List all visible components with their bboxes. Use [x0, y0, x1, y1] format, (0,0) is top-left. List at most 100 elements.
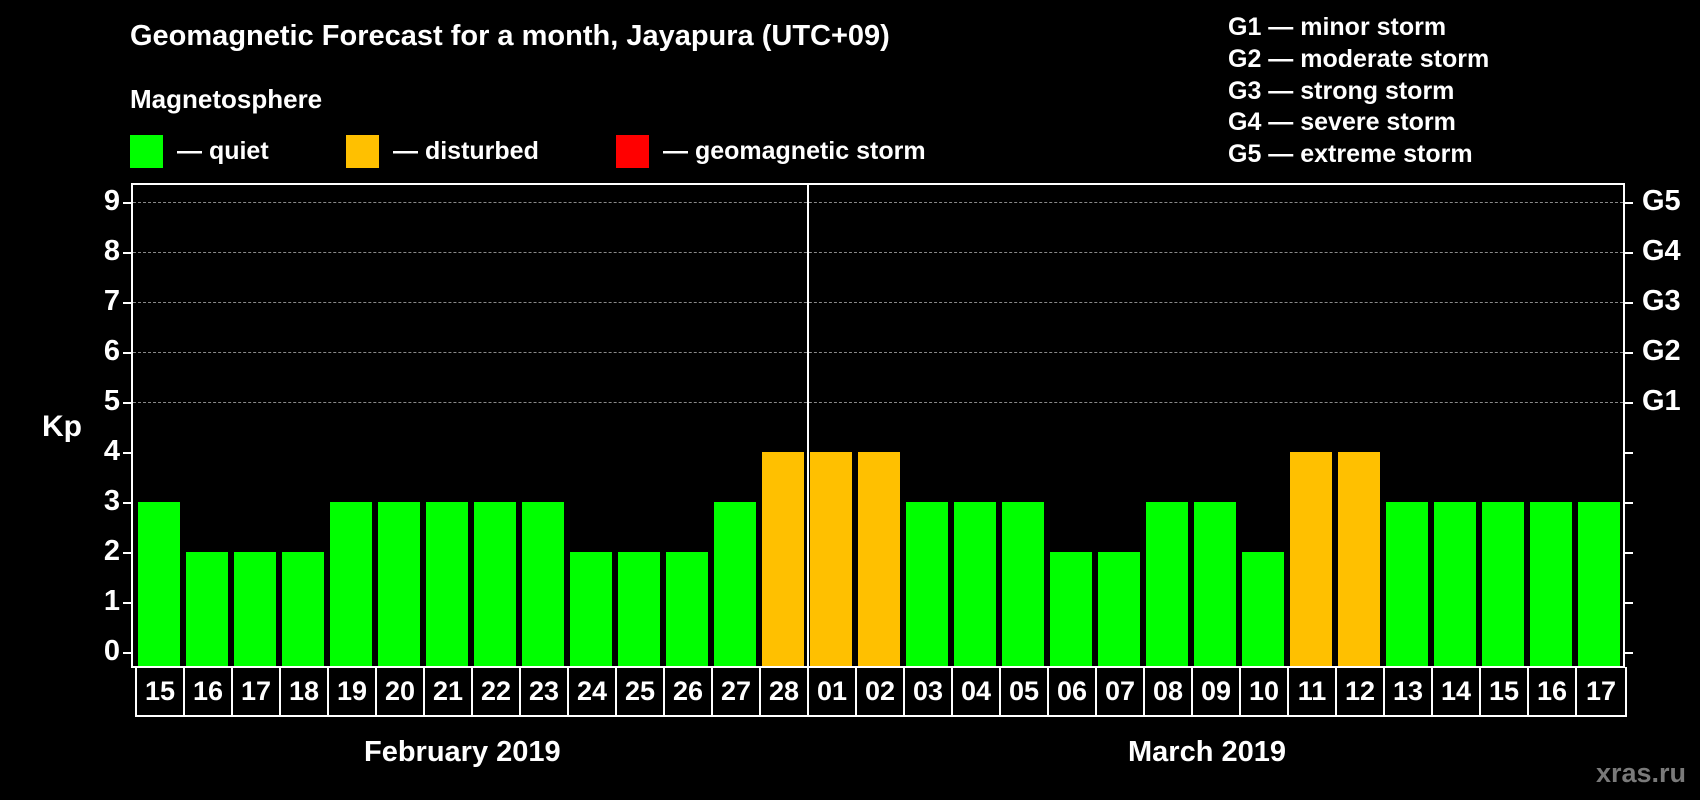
date-label: 27 — [713, 667, 761, 715]
legend-label: — quiet — [177, 136, 269, 165]
y-tick-mark-right — [1625, 202, 1633, 204]
bar-quiet — [618, 552, 660, 666]
date-label: 16 — [1529, 667, 1577, 715]
y-tick-mark — [123, 602, 131, 604]
y-tick-mark — [123, 252, 131, 254]
g-scale-item: G5 — extreme storm — [1228, 140, 1473, 169]
bar-quiet — [570, 552, 612, 666]
y-tick-mark — [123, 652, 131, 654]
date-label: 28 — [761, 667, 809, 715]
g-tick-label: G5 — [1642, 185, 1681, 217]
gridline — [133, 252, 1623, 253]
bar-quiet — [1434, 502, 1476, 666]
y-tick-mark-right — [1625, 452, 1633, 454]
bar-quiet — [714, 502, 756, 666]
date-label: 04 — [953, 667, 1001, 715]
month-label-march: March 2019 — [1128, 736, 1286, 768]
y-tick-mark — [123, 302, 131, 304]
date-label: 03 — [905, 667, 953, 715]
bar-quiet — [1578, 502, 1620, 666]
y-tick-label: 6 — [103, 335, 120, 367]
date-label: 07 — [1097, 667, 1145, 715]
y-tick-mark-right — [1625, 552, 1633, 554]
y-tick-label: 5 — [103, 385, 120, 417]
y-tick-mark-right — [1625, 652, 1633, 654]
bar-disturbed — [1290, 452, 1332, 666]
date-label: 12 — [1337, 667, 1385, 715]
y-tick-label: 4 — [103, 435, 120, 467]
y-tick-mark-right — [1625, 502, 1633, 504]
bar-quiet — [186, 552, 228, 666]
gridline — [133, 352, 1623, 353]
date-label: 23 — [521, 667, 569, 715]
date-label: 09 — [1193, 667, 1241, 715]
bar-disturbed — [1338, 452, 1380, 666]
y-tick-mark — [123, 452, 131, 454]
bar-quiet — [1194, 502, 1236, 666]
bar-quiet — [666, 552, 708, 666]
y-tick-label: 1 — [103, 585, 120, 617]
month-divider — [807, 185, 809, 666]
y-tick-mark — [123, 552, 131, 554]
quiet-swatch-icon — [130, 134, 163, 168]
bar-disturbed — [810, 452, 852, 666]
date-label: 25 — [617, 667, 665, 715]
bar-disturbed — [858, 452, 900, 666]
date-label: 26 — [665, 667, 713, 715]
y-tick-mark — [123, 202, 131, 204]
legend-heading: Magnetosphere — [130, 84, 323, 114]
bar-quiet — [906, 502, 948, 666]
date-label: 15 — [137, 667, 185, 715]
y-tick-mark-right — [1625, 252, 1633, 254]
date-label: 14 — [1433, 667, 1481, 715]
y-tick-mark — [123, 502, 131, 504]
date-label: 22 — [473, 667, 521, 715]
bar-quiet — [1386, 502, 1428, 666]
date-label: 06 — [1049, 667, 1097, 715]
legend-label: — geomagnetic storm — [663, 136, 926, 165]
g-tick-label: G3 — [1642, 285, 1681, 317]
gridline — [133, 302, 1623, 303]
date-label: 11 — [1289, 667, 1337, 715]
date-label: 01 — [809, 667, 857, 715]
bar-quiet — [1482, 502, 1524, 666]
disturbed-swatch-icon — [346, 134, 379, 168]
date-label: 02 — [857, 667, 905, 715]
bar-quiet — [474, 502, 516, 666]
g-scale-item: G3 — strong storm — [1228, 76, 1455, 105]
y-tick-mark — [123, 352, 131, 354]
legend-item-disturbed: — disturbed — [346, 134, 539, 168]
date-label: 24 — [569, 667, 617, 715]
bar-quiet — [1146, 502, 1188, 666]
date-label: 08 — [1145, 667, 1193, 715]
bar-quiet — [378, 502, 420, 666]
date-axis: 15 16 17 18 19 20 21 22 23 24 25 26 27 28 01 02 03 04 05 06… — [135, 667, 1627, 717]
g-scale-legend: G1 — minor storm G2 — moderate storm G3 … — [1228, 12, 1489, 171]
y-tick-mark — [123, 402, 131, 404]
legend-label: — disturbed — [393, 136, 539, 165]
date-label: 21 — [425, 667, 473, 715]
bar-quiet — [1530, 502, 1572, 666]
bar-quiet — [282, 552, 324, 666]
g-scale-item: G1 — minor storm — [1228, 13, 1447, 41]
plot-area — [123, 183, 1633, 668]
bar-quiet — [954, 502, 996, 666]
date-label: 19 — [329, 667, 377, 715]
y-tick-label: 0 — [103, 635, 120, 667]
g-tick-label: G4 — [1642, 235, 1681, 267]
date-label: 18 — [281, 667, 329, 715]
gridline — [133, 202, 1623, 203]
date-label: 13 — [1385, 667, 1433, 715]
g-scale-item: G2 — moderate storm — [1228, 44, 1490, 73]
y-tick-label: 9 — [103, 185, 120, 217]
month-label-february: February 2019 — [364, 736, 561, 768]
date-label: 05 — [1001, 667, 1049, 715]
bar-quiet — [330, 502, 372, 666]
bar-quiet — [1050, 552, 1092, 666]
g-scale-item: G4 — severe storm — [1228, 108, 1456, 137]
g-tick-label: G1 — [1642, 385, 1681, 417]
legend-item-storm: — geomagnetic storm — [616, 134, 926, 168]
bar-quiet — [1002, 502, 1044, 666]
storm-swatch-icon — [616, 134, 649, 168]
y-tick-mark-right — [1625, 352, 1633, 354]
